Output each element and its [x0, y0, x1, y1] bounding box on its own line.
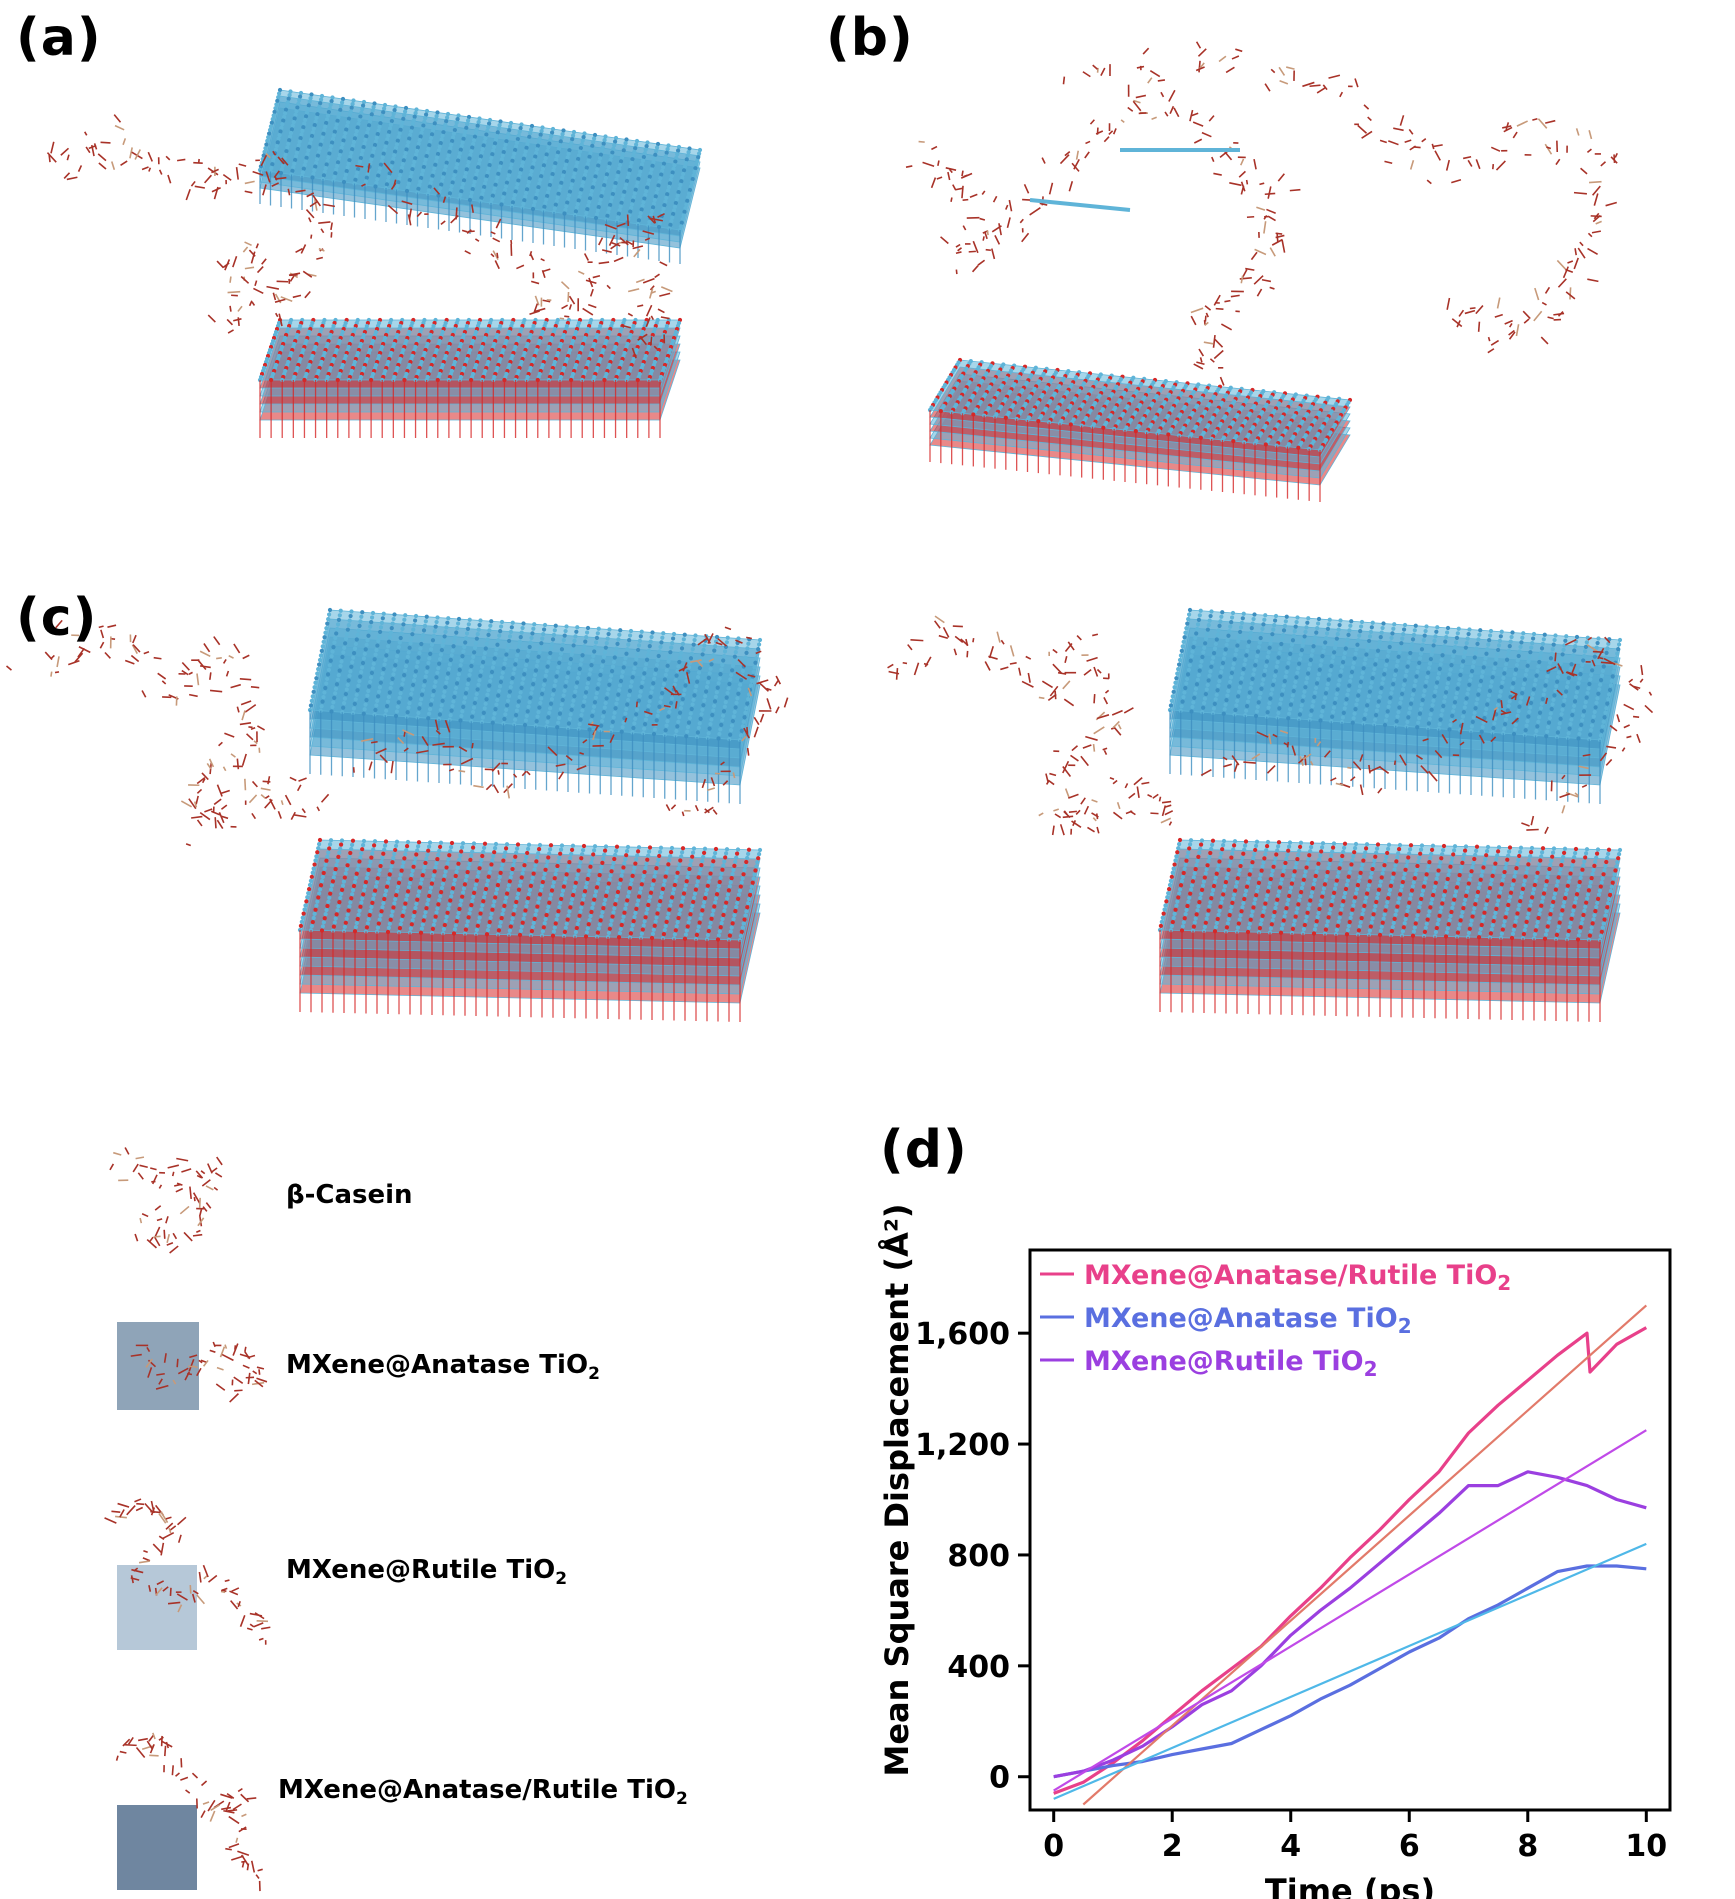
legend-entry: MXene@Anatase/Rutile TiO2 [1084, 1260, 1511, 1295]
panel-b-molecular-render [905, 41, 1618, 502]
msd-chart: 0 2 4 6 8 10 0 400 800 1,200 1,600 MXene@Anatase/R… [878, 1203, 1672, 1899]
y-tick-label: 1,600 [915, 1317, 1010, 1352]
legend-label-mxene-anatase-rutile: MXene@Anatase/Rutile TiO2 [278, 1775, 688, 1810]
fit-line-4 [1053, 1542, 1647, 1800]
legend-entry: MXene@Rutile TiO2 [1084, 1346, 1378, 1381]
mxene-sheet-top [1167, 607, 1623, 804]
beta-casein-thumbnail [109, 1147, 223, 1254]
mxene-rutile-thumbnail [104, 1498, 271, 1650]
beta-casein-glyph [109, 1147, 223, 1254]
mxene-sheet-top [257, 87, 703, 264]
x-tick-label: 4 [1280, 1829, 1301, 1864]
y-tick-label: 800 [947, 1539, 1010, 1574]
mxene-anatase-square [117, 1322, 199, 1410]
beta-casein-chain [905, 84, 1301, 386]
mxene-anatase-thumbnail [117, 1322, 268, 1410]
plot-frame [1028, 1248, 1672, 1812]
panel-label-c: (c) [16, 588, 98, 648]
beta-casein-chain-2 [355, 162, 673, 359]
beta-casein-chain [5, 619, 330, 847]
mxene-rutile-chain [104, 1498, 271, 1645]
tio2-slab-bottom [297, 837, 763, 1022]
series-line-2 [1053, 1470, 1647, 1779]
mxene-fragment-2 [1029, 198, 1131, 212]
legend-label-mxene-anatase: MXene@Anatase TiO2 [286, 1350, 600, 1385]
legend-label-mxene-rutile: MXene@Rutile TiO2 [286, 1555, 568, 1590]
mxene-rutile-square [117, 1565, 197, 1650]
x-tick-label: 0 [1043, 1829, 1064, 1864]
y-axis-title: Mean Square Displacement (Å²) [878, 1203, 916, 1776]
panel-label-d: (d) [880, 1120, 968, 1180]
beta-casein-chain [46, 114, 336, 334]
beta-casein-chain-2 [352, 626, 789, 817]
mxene-anatase-chain [130, 1341, 268, 1403]
series-line-1 [1053, 1564, 1647, 1779]
panel-c-right-molecular-render [887, 607, 1654, 1022]
y-tick-label: 1,200 [915, 1428, 1010, 1463]
series-line-0 [1053, 1326, 1648, 1795]
x-tick-label: 8 [1517, 1829, 1538, 1864]
panel-a-molecular-render [46, 87, 703, 438]
fit-line-3 [1082, 1304, 1648, 1806]
mxene-sheet-top [307, 607, 763, 804]
legend-entry: MXene@Anatase TiO2 [1084, 1303, 1412, 1338]
mxene-anatase-rutile-thumbnail [115, 1732, 263, 1892]
panel-label-a: (a) [16, 8, 102, 68]
fit-line-5 [1053, 1429, 1647, 1792]
tio2-slab-bottom [1157, 837, 1623, 1022]
beta-casein-chain [887, 615, 1174, 836]
x-tick-label: 2 [1162, 1829, 1183, 1864]
beta-casein-chain-2 [1062, 41, 1618, 354]
beta-casein-chain-2 [1200, 636, 1654, 834]
mxene-anatase-rutile-square [117, 1805, 197, 1890]
panel-label-b: (b) [826, 8, 914, 68]
panel-c-left-molecular-render [5, 607, 789, 1022]
x-axis-title: Time (ps) [1265, 1872, 1435, 1899]
y-tick-label: 400 [947, 1650, 1010, 1685]
legend-label-beta-casein: β-Casein [286, 1180, 413, 1210]
tio2-slab-bottom [257, 317, 683, 438]
mxene-anatase-rutile-chain [115, 1732, 263, 1892]
x-tick-label: 10 [1625, 1829, 1667, 1864]
tio2-slab [927, 357, 1353, 502]
x-tick-label: 6 [1399, 1829, 1420, 1864]
y-tick-label: 0 [989, 1761, 1010, 1796]
